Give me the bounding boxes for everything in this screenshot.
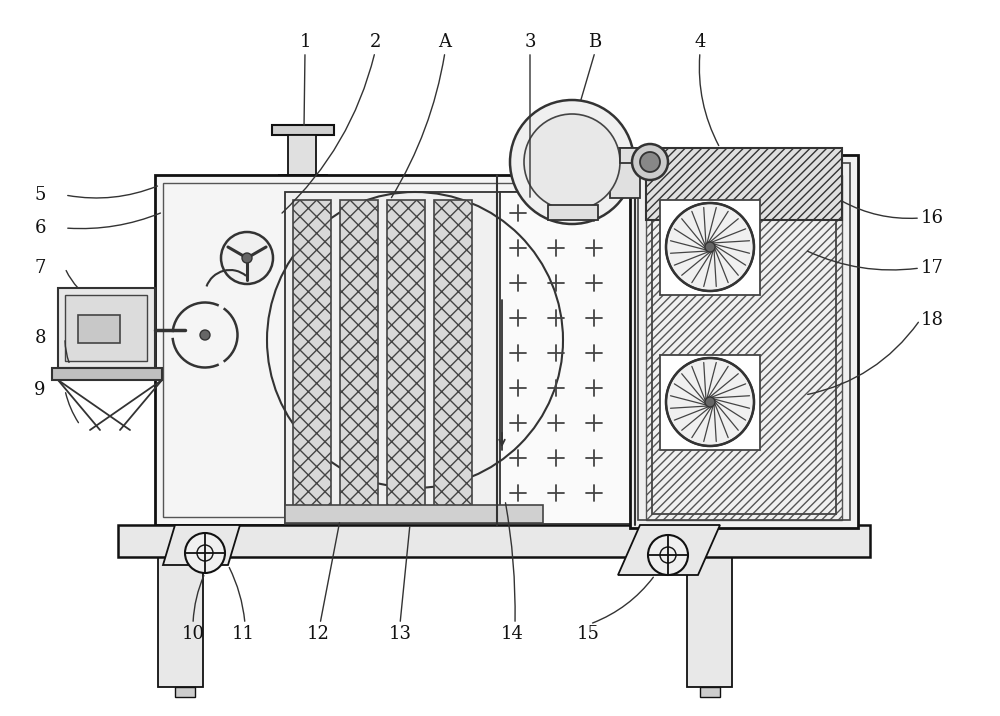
Bar [118,525,870,557]
Bar [163,183,627,517]
Circle shape [666,203,754,291]
Bar [660,355,760,450]
Text: 10: 10 [182,625,205,643]
FancyArrowPatch shape [391,54,445,198]
Circle shape [640,152,660,172]
Text: A: A [439,33,452,51]
Bar [272,125,334,135]
Circle shape [510,100,634,224]
Bar [65,295,147,361]
Text: 17: 17 [921,259,943,277]
Text: 14: 14 [501,625,523,643]
Bar [78,315,120,343]
Text: 16: 16 [920,209,944,227]
Bar [293,200,331,515]
Text: 4: 4 [694,33,706,51]
Polygon shape [163,525,240,565]
FancyArrowPatch shape [581,54,594,100]
Circle shape [185,533,225,573]
FancyArrowPatch shape [808,251,917,270]
Circle shape [648,535,688,575]
Text: 6: 6 [34,219,46,237]
Circle shape [221,232,273,284]
Text: 8: 8 [34,329,46,347]
FancyArrowPatch shape [808,322,918,395]
FancyArrowPatch shape [66,271,78,288]
Circle shape [705,242,715,252]
Text: B: B [588,33,602,51]
Bar [620,148,640,163]
FancyArrowPatch shape [282,54,374,213]
Circle shape [242,253,252,263]
Bar [610,148,640,198]
Bar [500,192,633,524]
Text: 3: 3 [524,33,536,51]
Bar [52,368,162,380]
Bar [548,205,598,220]
Text: 12: 12 [307,625,329,643]
Bar [652,178,836,514]
FancyArrowPatch shape [321,523,339,621]
Text: 11: 11 [232,625,255,643]
Bar [285,505,543,523]
Bar [158,557,203,687]
FancyArrowPatch shape [699,54,719,145]
Bar [630,155,858,528]
FancyArrowPatch shape [229,568,245,621]
Bar [58,288,155,368]
FancyArrowPatch shape [193,576,204,621]
Bar [285,192,543,524]
Text: 5: 5 [34,186,46,204]
FancyArrowPatch shape [65,341,69,362]
Text: 18: 18 [920,311,944,329]
Text: 13: 13 [389,625,412,643]
Circle shape [200,330,210,340]
FancyArrowPatch shape [68,186,157,198]
Polygon shape [618,525,720,575]
Bar [660,200,760,295]
FancyArrowPatch shape [66,392,78,422]
Bar [646,175,842,520]
Text: 7: 7 [34,259,46,277]
Circle shape [524,114,620,210]
Bar [175,687,195,697]
Bar [646,148,842,220]
Bar [434,200,472,515]
FancyArrowPatch shape [400,527,410,621]
Bar [387,200,425,515]
Bar [155,175,635,525]
Circle shape [666,358,754,446]
Bar [687,557,732,687]
Bar [700,687,720,697]
Circle shape [705,397,715,407]
FancyArrowPatch shape [593,577,653,623]
Text: 1: 1 [299,33,311,51]
FancyArrowPatch shape [505,503,515,621]
Text: 9: 9 [34,381,46,399]
Bar [340,200,378,515]
FancyArrowPatch shape [68,213,160,228]
Bar [288,135,316,175]
Text: 2: 2 [369,33,381,51]
Text: 15: 15 [577,625,599,643]
FancyArrowPatch shape [842,201,917,218]
Circle shape [632,144,668,180]
Bar [638,163,850,520]
